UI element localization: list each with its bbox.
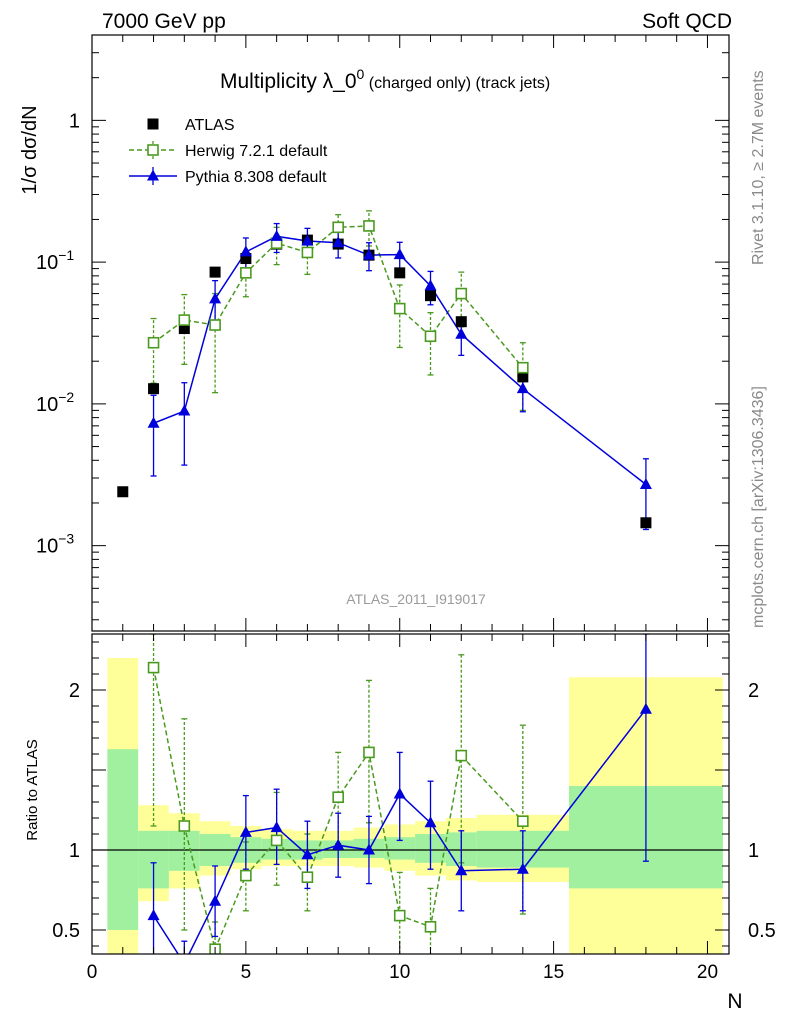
legend-marker (147, 118, 159, 130)
pythia-8-308-default-main-point (424, 279, 437, 291)
x-tick-label: 5 (241, 962, 252, 983)
pythia-8-308-default-ratio-point (639, 702, 652, 714)
herwig-7-2-1-default-main-point (424, 330, 437, 343)
pythia-8-308-default-ratio-point (239, 825, 252, 837)
herwig-7-2-1-default-ratio-point (393, 909, 406, 922)
pythia-8-308-default-ratio-point (424, 816, 437, 828)
ratio-y-tick-label-right: 1 (748, 840, 759, 862)
main-plot-layer (117, 210, 652, 531)
pythia-8-308-default-main-point (239, 245, 252, 257)
pythia-8-308-default-main-point (639, 477, 652, 489)
pythia-8-308-default-ratio-point (393, 787, 406, 799)
x-tick-label: 20 (697, 962, 718, 983)
herwig-7-2-1-default-ratio-point (424, 920, 437, 933)
atlas-main-point (117, 486, 129, 498)
ratio-y-tick-label-right: 0.5 (748, 920, 776, 942)
herwig-7-2-1-default-main-point (363, 220, 375, 232)
pythia-8-308-default-ratio-point (362, 843, 375, 855)
legend-entry-label: ATLAS (185, 117, 235, 134)
legend-entry-label: Pythia 8.308 default (185, 169, 327, 186)
herwig-7-2-1-default-ratio-point (147, 661, 160, 674)
herwig-7-2-1-default-main-point (301, 246, 314, 259)
main-plot-frame (91, 34, 730, 632)
main-title: Multiplicity λ_00 (charged only) (track … (220, 66, 550, 93)
header-left: 7000 GeV pp (102, 10, 226, 33)
pythia-8-308-default-ratio-point (301, 848, 314, 860)
main-y-tick-label: 10−1 (36, 247, 74, 274)
herwig-7-2-1-default-ratio-point (517, 815, 529, 828)
atlas-main-point (240, 253, 252, 265)
pythia-8-308-default-ratio-point (209, 894, 222, 906)
analysis-watermark: ATLAS_2011_I919017 (346, 591, 486, 607)
legend-marker (147, 169, 159, 181)
mcplots-label: mcplots.cern.ch [arXiv:1306.3436] (750, 386, 767, 628)
x-tick-label: 10 (389, 962, 410, 983)
axes: 0 5 10 15 20 1 10−1 10−2 10−3 0.5 0.5 1 1 2 2 (36, 34, 776, 983)
herwig-7-2-1-default-main-point (332, 221, 344, 234)
main-y-tick-label: 1 (69, 110, 80, 132)
atlas-main-point (517, 371, 529, 383)
rivet-version-label: Rivet 3.1.10, ≥ 2.7M events (750, 70, 767, 265)
atlas-main-point (455, 316, 467, 328)
pythia-8-308-default-ratio-point (270, 821, 283, 833)
pythia-8-308-default-main-point (393, 248, 406, 260)
herwig-7-2-1-default-ratio-point (455, 749, 468, 762)
header-right: Soft QCD (642, 10, 732, 33)
main-y-tick-label: 10−3 (36, 531, 74, 558)
ratio-y-tick-label-left: 2 (69, 680, 80, 702)
x-axis-label: N (727, 990, 742, 1013)
legend: ATLAS Herwig 7.2.1 default Pythia 8.308 de… (129, 117, 328, 186)
pythia-8-308-default-ratio-point (332, 838, 345, 850)
herwig-7-2-1-default-ratio-line (152, 667, 524, 952)
herwig-7-2-1-default-main-point (240, 267, 252, 279)
legend-marker (147, 144, 159, 156)
herwig-7-2-1-default-main-point (147, 336, 160, 349)
legend-entry-label: Herwig 7.2.1 default (185, 143, 328, 160)
pythia-8-308-default-main-point (362, 248, 375, 260)
pythia-8-308-default-main-point (455, 327, 468, 339)
pythia-8-308-default-main-point (332, 236, 345, 248)
pythia-8-308-default-main-point (147, 416, 160, 428)
herwig-7-2-1-default-main-point (517, 361, 529, 374)
x-tick-label: 0 (87, 962, 98, 983)
ratio-uncertainty-bands (107, 658, 723, 954)
ratio-y-tick-label-left: 0.5 (52, 920, 80, 942)
pythia-8-308-default-main-point (270, 229, 283, 241)
atlas-main-point (148, 383, 160, 395)
pythia-8-308-default-ratio-point (147, 909, 160, 921)
herwig-7-2-1-default-main-point (178, 314, 191, 326)
herwig-7-2-1-default-main-point (393, 302, 406, 315)
x-tick-label: 15 (543, 962, 564, 983)
ratio-plot-layer (92, 634, 729, 968)
ratio-y-tick-label-left: 1 (69, 840, 80, 862)
herwig-7-2-1-default-main-point (209, 319, 221, 331)
pythia-8-308-default-main-point (301, 234, 314, 246)
pythia-8-308-default-main-point (209, 292, 222, 304)
main-y-axis-label: 1/σ dσ/dN (19, 105, 41, 194)
stat-uncertainty-band (107, 749, 139, 930)
ratio-y-tick-label-right: 2 (748, 680, 759, 702)
herwig-7-2-1-default-ratio-point (178, 820, 191, 832)
herwig-7-2-1-default-ratio-point (240, 869, 252, 882)
main-y-tick-label: 10−2 (36, 389, 74, 416)
pythia-8-308-default-ratio-point (178, 957, 190, 968)
herwig-7-2-1-default-ratio-point (270, 834, 283, 847)
herwig-7-2-1-default-ratio-point (363, 746, 375, 759)
atlas-main-point (178, 323, 190, 335)
atlas-main-point (640, 517, 652, 529)
atlas-main-point (209, 266, 221, 278)
herwig-7-2-1-default-ratio-point (332, 791, 344, 804)
pythia-8-308-default-ratio-point (455, 864, 468, 876)
ratio-y-axis-label: Ratio to ATLAS (24, 739, 41, 840)
atlas-main-point (394, 267, 406, 279)
ratio-plot-frame (91, 633, 730, 955)
pythia-8-308-default-ratio-point (516, 862, 529, 874)
atlas-main-point (425, 290, 437, 302)
pythia-8-308-default-main-point (178, 404, 191, 416)
stat-uncertainty-band (384, 837, 416, 860)
herwig-7-2-1-default-main-point (455, 287, 468, 300)
herwig-7-2-1-default-ratio-point (301, 871, 314, 884)
pythia-8-308-default-main-point (516, 382, 529, 394)
